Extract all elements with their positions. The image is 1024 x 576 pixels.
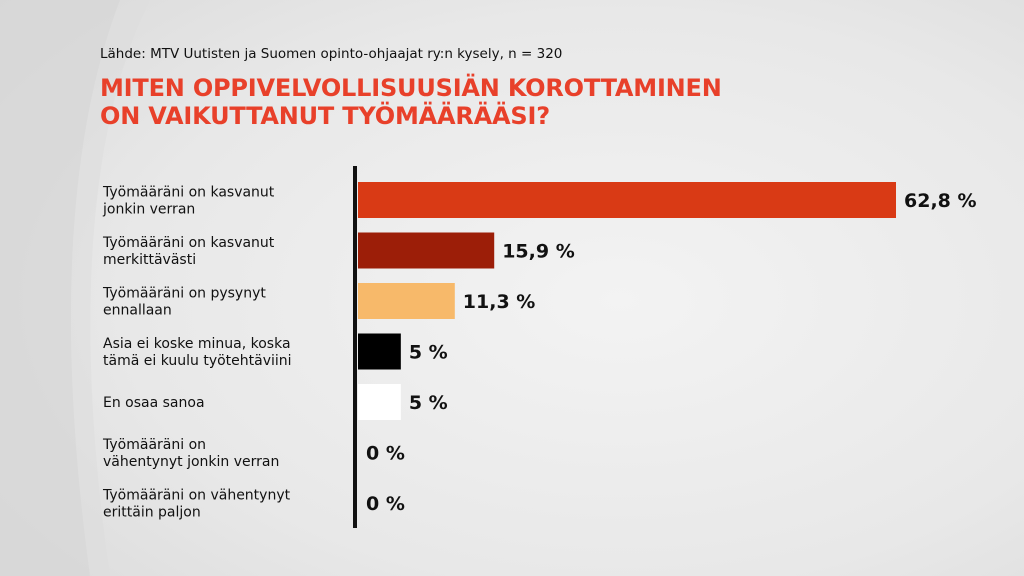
chart-title: MITEN OPPIVELVOLLISUUSIÄN KOROTTAMINEN O… (100, 74, 860, 130)
chart-title-line-2: ON VAIKUTTANUT TYÖMÄÄRÄÄSI? (100, 102, 550, 130)
source-note: Lähde: MTV Uutisten ja Suomen opinto-ohj… (100, 46, 563, 62)
category-label-3-line-1: Työmääräni on pysynyt (102, 286, 266, 302)
category-label-1-line-1: Työmääräni on kasvanut (102, 185, 275, 201)
value-label-1: 62,8 % (904, 190, 977, 212)
category-label-4-line-1: Asia ei koske minua, koska (103, 336, 291, 352)
value-label-7: 0 % (366, 493, 405, 515)
category-label-7-line-1: Työmääräni on vähentynyt (102, 488, 291, 504)
value-label-4: 5 % (409, 342, 448, 364)
category-label-4-line-2: tämä ei kuulu työtehtäviini (103, 353, 292, 369)
category-label-3-line-2: ennallaan (103, 303, 172, 319)
category-label-2-line-2: merkittävästi (103, 252, 196, 268)
category-label-2-line-1: Työmääräni on kasvanut (102, 235, 275, 251)
value-label-6: 0 % (366, 443, 405, 465)
value-label-2: 15,9 % (502, 241, 575, 263)
chart-title-line-1: MITEN OPPIVELVOLLISUUSIÄN KOROTTAMINEN (100, 74, 722, 102)
bar-5 (358, 384, 401, 420)
category-label-1-line-2: jonkin verran (102, 202, 195, 218)
bar-2 (358, 232, 495, 269)
value-label-5: 5 % (409, 392, 448, 414)
category-label-7-line-2: erittäin paljon (103, 505, 201, 521)
category-label-6-line-2: vähentynyt jonkin verran (103, 454, 279, 470)
category-label-6-line-1: Työmääräni on (102, 437, 206, 453)
category-label-5-line-1: En osaa sanoa (103, 395, 205, 411)
bar-3 (358, 283, 455, 319)
bar-4 (358, 333, 401, 370)
bar-1 (358, 182, 896, 218)
value-label-3: 11,3 % (463, 291, 536, 313)
